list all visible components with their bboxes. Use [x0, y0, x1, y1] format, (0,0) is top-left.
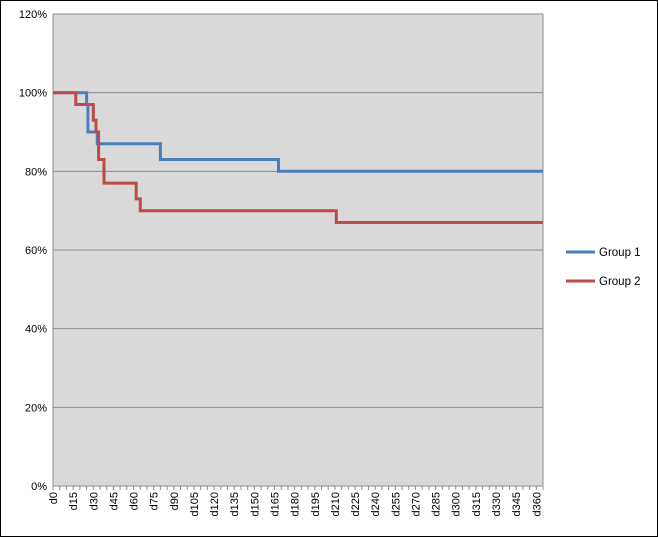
x-tick-label: d180: [290, 492, 302, 516]
y-tick-label: 100%: [19, 88, 47, 100]
x-tick-label: d75: [149, 492, 161, 510]
y-tick-label: 20%: [25, 402, 47, 414]
x-tick-label: d210: [330, 492, 342, 516]
y-tick-label: 80%: [25, 166, 47, 178]
x-tick-label: d240: [370, 492, 382, 516]
x-tick-label: d285: [431, 492, 443, 516]
x-tick-label: d120: [209, 492, 221, 516]
series-line-group-2: [53, 91, 543, 224]
legend: Group 1 Group 2: [566, 247, 641, 288]
x-tick-label: d195: [310, 492, 322, 516]
x-tick-label: d330: [491, 492, 503, 516]
y-tick-label: 60%: [25, 245, 47, 257]
x-tick-label: d135: [229, 492, 241, 516]
x-tick-label: d15: [68, 492, 80, 510]
x-tick-label: d30: [88, 492, 100, 510]
x-tick-label: d45: [108, 492, 120, 510]
y-tick-label: 120%: [19, 9, 47, 21]
x-tick-label: d60: [129, 492, 141, 510]
x-tick-label: d345: [511, 492, 523, 516]
x-tick-label: d315: [471, 492, 483, 516]
x-tick-label: d165: [270, 492, 282, 516]
x-tick-label: d225: [350, 492, 362, 516]
y-tick-label: 40%: [25, 324, 47, 336]
x-tick-label: d150: [249, 492, 261, 516]
x-tick-label: d360: [531, 492, 543, 516]
legend-label-1: Group 1: [599, 247, 641, 259]
series-lines: [53, 91, 543, 224]
gridlines: [52, 13, 544, 490]
x-tick-label: d270: [410, 492, 422, 516]
y-axis-tick-labels: 0% 20% 40% 60% 80% 100% 120%: [19, 9, 47, 493]
legend-label-2: Group 2: [599, 276, 641, 288]
x-tick-label: d105: [189, 492, 201, 516]
x-tick-label: d255: [390, 492, 402, 516]
y-tick-label: 0%: [31, 481, 47, 493]
x-axis-tick-labels: d0 d15 d30 d45 d60 d75 d90 d105 d120 d135 d150 d165…: [48, 492, 543, 516]
x-tick-label: d300: [451, 492, 463, 516]
x-tick-label: d0: [48, 492, 60, 504]
x-tick-label: d90: [169, 492, 181, 510]
